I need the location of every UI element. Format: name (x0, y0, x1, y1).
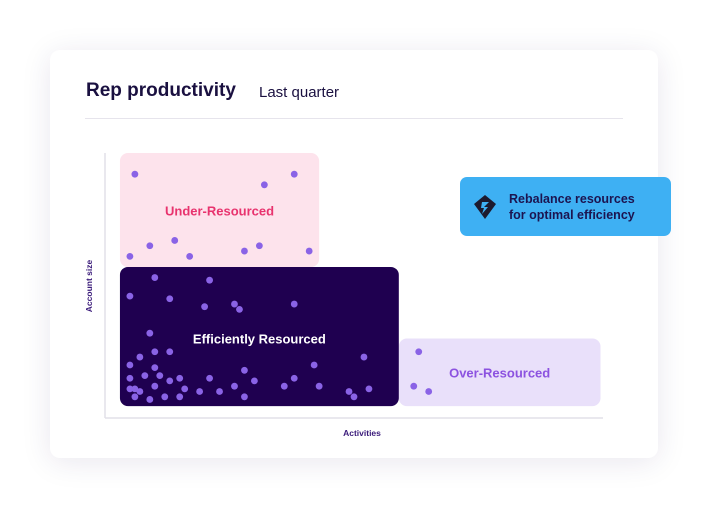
data-point (415, 348, 423, 356)
data-point (216, 388, 223, 395)
data-point (425, 388, 433, 395)
efficiently-resourced-label: Efficiently Resourced (193, 331, 326, 346)
data-point (126, 292, 134, 300)
page-title: Rep productivity (86, 80, 236, 101)
data-point (151, 274, 159, 281)
data-point (241, 366, 248, 374)
data-point (360, 353, 368, 361)
data-point (201, 303, 209, 311)
data-point (345, 388, 353, 395)
data-point (290, 300, 298, 308)
data-point (241, 393, 248, 401)
callout-line-2: for optimal efficiency (509, 207, 635, 222)
data-point (315, 382, 323, 390)
data-point (141, 372, 149, 379)
data-point (260, 181, 268, 189)
data-point (136, 388, 144, 395)
data-point (146, 329, 154, 337)
data-point (310, 361, 318, 369)
data-point (181, 385, 189, 393)
data-point (166, 377, 174, 385)
divider (85, 118, 623, 119)
x-axis-label: Activities (343, 428, 381, 438)
data-point (305, 247, 313, 255)
data-point (146, 242, 154, 250)
callout-line-1: Rebalance resources (509, 191, 635, 206)
data-point (206, 374, 213, 382)
data-point (280, 382, 288, 390)
data-point (126, 361, 134, 369)
data-point (186, 252, 194, 260)
data-point (126, 374, 134, 382)
data-point (231, 300, 238, 308)
data-point (251, 377, 258, 385)
data-point (255, 242, 263, 250)
data-point (151, 348, 159, 356)
data-point (146, 396, 154, 403)
data-point (365, 385, 373, 393)
data-point (161, 393, 169, 401)
data-point (126, 252, 134, 260)
under-resourced-label: Under-Resourced (165, 204, 274, 219)
data-point (131, 393, 139, 401)
data-point (151, 382, 159, 390)
data-point (290, 170, 298, 178)
rebalance-callout: Rebalance resources for optimal efficien… (460, 177, 671, 236)
data-point (131, 385, 139, 393)
data-point (126, 385, 134, 393)
data-point (231, 382, 238, 390)
over-resourced-label: Over-Resourced (449, 365, 550, 380)
data-point (196, 388, 204, 395)
data-point (236, 305, 243, 313)
data-point (290, 374, 298, 382)
y-axis-label: Account size (84, 260, 94, 313)
data-point (410, 382, 418, 390)
data-point (206, 276, 213, 284)
data-point (166, 295, 174, 303)
under-resourced-region (119, 153, 320, 267)
data-point (241, 247, 248, 255)
data-point (151, 364, 159, 372)
data-point (171, 237, 179, 244)
data-point (156, 372, 164, 379)
data-point (166, 348, 174, 356)
lightning-diamond-icon (474, 194, 496, 219)
efficiently-resourced-region (119, 266, 399, 407)
data-point (131, 170, 139, 178)
data-point (176, 393, 184, 401)
data-point (136, 353, 144, 361)
data-point (350, 393, 358, 401)
period-label: Last quarter (259, 84, 340, 101)
over-resourced-region (398, 338, 601, 407)
data-point (176, 374, 184, 382)
